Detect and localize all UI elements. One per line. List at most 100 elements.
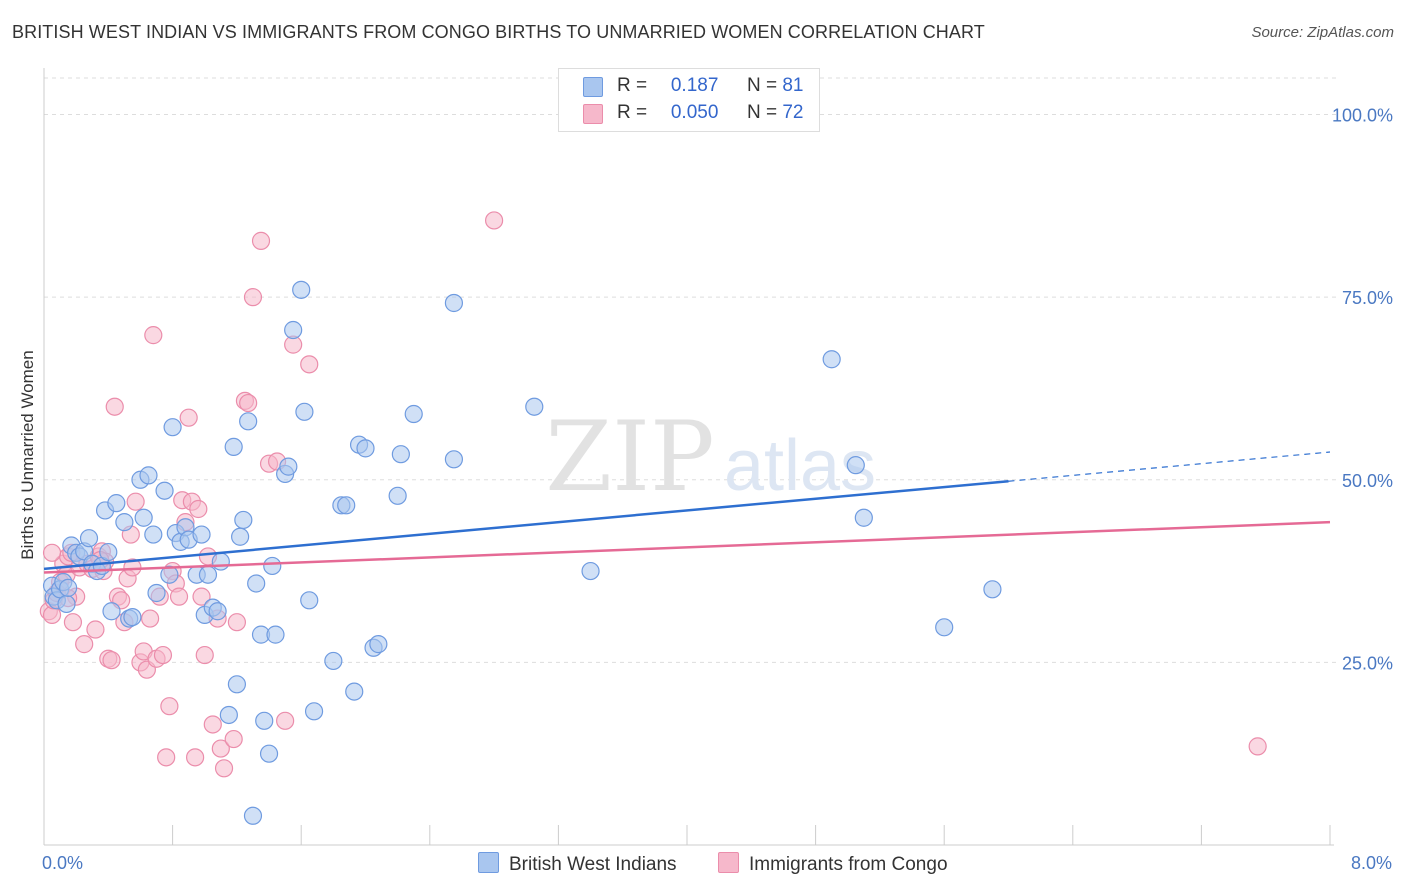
bwi-point-23 bbox=[134, 508, 153, 527]
legend-r-label: R = bbox=[617, 75, 648, 96]
congo-point-61 bbox=[251, 231, 271, 250]
legend-swatch-pink bbox=[583, 104, 603, 124]
trend-line-bwi bbox=[43, 479, 1009, 571]
congo-point-49 bbox=[192, 587, 211, 606]
congo-point-22 bbox=[105, 397, 124, 416]
bwi-point-56 bbox=[284, 320, 303, 340]
trend-lines bbox=[43, 451, 1331, 574]
bwi-point-19 bbox=[115, 513, 134, 532]
congo-point-38 bbox=[157, 748, 176, 767]
congo-point-50 bbox=[195, 645, 214, 665]
bwi-point-63 bbox=[337, 496, 356, 515]
bwi-point-40 bbox=[211, 552, 230, 571]
legend-n-label: N = bbox=[746, 102, 778, 123]
bwi-point-72 bbox=[444, 293, 464, 313]
bwi-point-74 bbox=[525, 397, 544, 416]
congo-point-57 bbox=[227, 613, 246, 632]
legend-n-value: 72 bbox=[782, 102, 804, 123]
axes bbox=[43, 68, 1334, 846]
bwi-point-71 bbox=[404, 404, 423, 424]
y-tick-label-1: 50.0% bbox=[1342, 471, 1393, 491]
congo-point-37 bbox=[153, 645, 173, 665]
x-tick-label-min: 0.0% bbox=[42, 853, 84, 873]
bwi-point-77 bbox=[846, 456, 865, 475]
congo-point-12 bbox=[75, 635, 94, 654]
congo-point-66 bbox=[300, 355, 319, 374]
bwi-point-45 bbox=[234, 510, 253, 530]
bwi-point-75 bbox=[581, 561, 600, 581]
bwi-point-57 bbox=[292, 280, 311, 299]
congo-point-28 bbox=[123, 558, 142, 577]
bwi-point-6 bbox=[59, 578, 78, 597]
grid-lines bbox=[44, 77, 1336, 663]
y-tick-label-2: 75.0% bbox=[1342, 288, 1393, 308]
congo-point-45 bbox=[179, 408, 198, 427]
legend-swatch-pink bbox=[718, 852, 739, 873]
bwi-point-47 bbox=[243, 806, 263, 825]
bwi-point-51 bbox=[259, 744, 279, 763]
legend-swatch-blue bbox=[478, 852, 499, 873]
bwi-point-39 bbox=[208, 602, 227, 621]
congo-point-64 bbox=[276, 711, 295, 730]
bwi-point-68 bbox=[369, 635, 388, 654]
bwi-point-21 bbox=[123, 607, 142, 627]
legend-r-value: 0.187 bbox=[670, 75, 719, 96]
bwi-point-59 bbox=[300, 591, 319, 610]
bwi-point-66 bbox=[356, 439, 375, 458]
bwi-point-46 bbox=[239, 412, 258, 431]
bwi-point-48 bbox=[247, 574, 266, 593]
watermark: ZIP atlas bbox=[545, 401, 876, 513]
legend-r-value: 0.050 bbox=[670, 102, 719, 123]
bwi-point-79 bbox=[935, 618, 954, 637]
congo-point-39 bbox=[160, 697, 179, 716]
trend-line-congo bbox=[43, 520, 1331, 574]
bwi-point-53 bbox=[266, 625, 285, 644]
congo-point-33 bbox=[140, 609, 160, 628]
bwi-point-52 bbox=[263, 556, 282, 576]
bwi-point-60 bbox=[304, 702, 324, 721]
congo-point-67 bbox=[485, 211, 504, 230]
legend-item-bwi: British West Indians bbox=[478, 852, 677, 876]
bwi-point-70 bbox=[391, 445, 410, 464]
source-label: Source: ZipAtlas.com bbox=[1251, 24, 1394, 41]
bwi-point-11 bbox=[79, 529, 99, 548]
bwi-point-64 bbox=[345, 682, 364, 701]
bwi-point-28 bbox=[160, 565, 179, 584]
congo-point-42 bbox=[169, 587, 189, 606]
legend-swatch-blue bbox=[583, 77, 603, 97]
congo-point-29 bbox=[126, 492, 145, 511]
bwi-point-42 bbox=[224, 437, 243, 456]
y-tick-label-3: 100.0% bbox=[1332, 106, 1393, 126]
x-tick-label-max: 8.0% bbox=[1350, 853, 1392, 873]
congo-point-56 bbox=[224, 729, 243, 749]
trend-line-bwi-extension bbox=[1008, 451, 1331, 482]
congo-point-55 bbox=[214, 759, 234, 778]
legend-n-label: N = bbox=[746, 75, 778, 96]
legend-label-bwi: British West Indians bbox=[509, 854, 677, 875]
congo-point-69 bbox=[42, 543, 62, 562]
bwi-point-44 bbox=[231, 527, 250, 546]
bwi-point-76 bbox=[822, 350, 841, 369]
legend-label-congo: Immigrants from Congo bbox=[749, 854, 948, 875]
bwi-point-73 bbox=[444, 450, 464, 469]
y-tick-label-0: 25.0% bbox=[1342, 653, 1393, 673]
watermark-zip: ZIP bbox=[545, 401, 714, 513]
bwi-point-50 bbox=[255, 711, 274, 730]
stats-legend: R = 0.187 N = 81 R = 0.050 N = 72 bbox=[558, 68, 820, 132]
y-tick-labels: 25.0% 50.0% 75.0% 100.0% bbox=[1332, 106, 1393, 674]
legend-r-label: R = bbox=[617, 102, 648, 123]
bwi-point-37 bbox=[198, 565, 218, 584]
bwi-point-18 bbox=[107, 494, 126, 513]
congo-point-34 bbox=[144, 326, 163, 345]
bwi-point-5 bbox=[57, 594, 76, 614]
congo-point-48 bbox=[189, 499, 208, 519]
legend-n-value: 81 bbox=[782, 75, 804, 96]
bwi-point-43 bbox=[227, 675, 246, 694]
bwi-point-26 bbox=[147, 583, 166, 603]
bwi-point-35 bbox=[192, 525, 211, 544]
congo-point-52 bbox=[203, 715, 222, 734]
series-bwi-points bbox=[42, 280, 1002, 825]
bwi-point-78 bbox=[854, 508, 873, 527]
congo-point-68 bbox=[1248, 737, 1267, 756]
